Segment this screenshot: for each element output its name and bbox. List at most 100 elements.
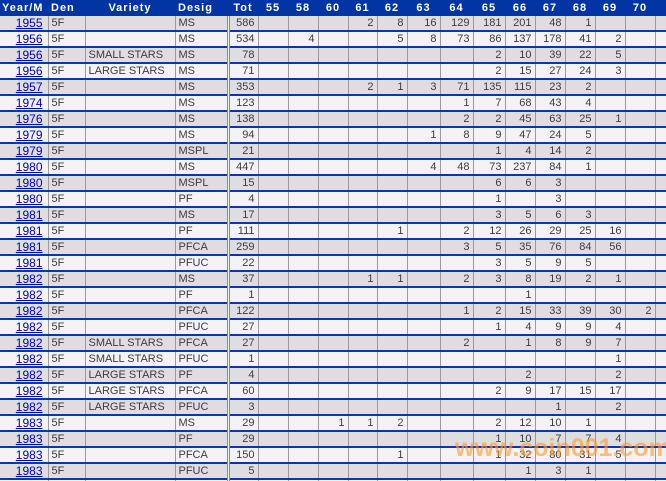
year-link[interactable]: 1979 bbox=[15, 144, 43, 158]
sliver-cell bbox=[655, 143, 666, 160]
grade-cell-55 bbox=[258, 159, 289, 176]
grade-cell-65: 2 bbox=[473, 303, 506, 320]
variety-cell: SMALL STARS bbox=[85, 351, 176, 368]
grade-cell-67: 9 bbox=[535, 255, 566, 272]
grade-cell-62 bbox=[377, 239, 408, 256]
year-link[interactable]: 1976 bbox=[15, 112, 43, 126]
year-link[interactable]: 1982 bbox=[15, 272, 43, 286]
grade-cell-62: 2 bbox=[377, 415, 408, 432]
year-link[interactable]: 1981 bbox=[15, 208, 43, 222]
year-link[interactable]: 1982 bbox=[15, 368, 43, 382]
grade-cell-67: 6 bbox=[535, 207, 566, 224]
den-cell: 5F bbox=[48, 223, 86, 240]
grade-cell-65: 181 bbox=[473, 16, 506, 32]
year-cell bbox=[0, 479, 49, 481]
grade-cell-65: 2 bbox=[473, 383, 506, 400]
grade-cell-67: 8 bbox=[535, 335, 566, 352]
year-link[interactable]: 1983 bbox=[15, 464, 43, 478]
grade-cell-65 bbox=[473, 479, 506, 481]
year-link[interactable]: 1981 bbox=[15, 256, 43, 270]
grade-cell-63: 1 bbox=[407, 127, 441, 144]
grade-cell-58 bbox=[288, 143, 319, 160]
grade-cell-64 bbox=[440, 399, 474, 416]
grade-cell-67: 29 bbox=[535, 223, 566, 240]
grade-cell-67: 76 bbox=[535, 239, 566, 256]
column-header-tot: Tot bbox=[228, 0, 258, 16]
tot-cell: 259 bbox=[226, 239, 259, 256]
grade-cell-63: 16 bbox=[407, 16, 441, 32]
year-link[interactable]: 1980 bbox=[15, 160, 43, 174]
column-header-year: Year/M bbox=[0, 0, 48, 16]
grade-cell-69: 1 bbox=[595, 351, 626, 368]
grade-cell-67: 43 bbox=[535, 95, 566, 112]
desig-cell: PFCA bbox=[175, 447, 229, 464]
variety-cell: LARGE STARS bbox=[85, 399, 176, 416]
sliver-cell bbox=[655, 31, 666, 48]
grade-cell-70 bbox=[625, 415, 656, 432]
year-link[interactable]: 1980 bbox=[15, 176, 43, 190]
desig-cell: MS bbox=[175, 415, 229, 432]
year-link[interactable]: 1955 bbox=[15, 16, 43, 30]
year-cell: 1956 bbox=[0, 63, 49, 80]
grade-cell-69: 4 bbox=[595, 319, 626, 336]
variety-cell bbox=[85, 31, 176, 48]
year-link[interactable]: 1982 bbox=[15, 400, 43, 414]
column-header-64: 64 bbox=[440, 0, 473, 16]
year-link[interactable]: 1956 bbox=[15, 48, 43, 62]
year-link[interactable]: 1974 bbox=[15, 96, 43, 110]
grade-cell-63: 3 bbox=[407, 79, 441, 96]
grade-cell-69 bbox=[595, 95, 626, 112]
grade-cell-62 bbox=[377, 111, 408, 128]
year-cell: 1956 bbox=[0, 31, 49, 48]
grade-cell-64: 71 bbox=[440, 79, 474, 96]
header-row: Year/M Den Variety Desig Tot 55 58 60 61 62 6… bbox=[0, 0, 666, 16]
year-link[interactable]: 1982 bbox=[15, 304, 43, 318]
year-link[interactable]: 1982 bbox=[15, 320, 43, 334]
grade-cell-64 bbox=[440, 447, 474, 464]
year-link[interactable]: 1957 bbox=[15, 80, 43, 94]
grade-cell-60 bbox=[318, 271, 349, 288]
grade-cell-60 bbox=[318, 239, 349, 256]
year-link[interactable]: 1979 bbox=[15, 128, 43, 142]
year-link[interactable]: 1982 bbox=[15, 384, 43, 398]
table-row: 1956 5F SMALL STARS MS 78 2 10 39 22 5 bbox=[0, 47, 666, 64]
den-cell: 5F bbox=[48, 127, 86, 144]
grade-cell-55 bbox=[258, 31, 289, 48]
den-cell: 5F bbox=[48, 415, 86, 432]
year-link[interactable]: 1956 bbox=[15, 64, 43, 78]
grade-cell-61 bbox=[348, 303, 378, 320]
grade-cell-62 bbox=[377, 463, 408, 480]
column-header-69: 69 bbox=[595, 0, 625, 16]
grade-cell-63 bbox=[407, 63, 441, 80]
year-link[interactable]: 1982 bbox=[15, 336, 43, 350]
grade-cell-62 bbox=[377, 175, 408, 192]
year-link[interactable]: 1956 bbox=[15, 32, 43, 46]
grade-cell-61 bbox=[348, 335, 378, 352]
grade-cell-65: 1 bbox=[473, 319, 506, 336]
year-cell: 1983 bbox=[0, 463, 49, 480]
variety-cell bbox=[85, 415, 176, 432]
grade-cell-61 bbox=[348, 399, 378, 416]
grade-cell-60 bbox=[318, 191, 349, 208]
variety-cell: LARGE STARS bbox=[85, 367, 176, 384]
den-cell: 5F bbox=[48, 95, 86, 112]
variety-cell bbox=[85, 111, 176, 128]
year-link[interactable]: 1980 bbox=[15, 192, 43, 206]
grade-cell-69: 56 bbox=[595, 239, 626, 256]
sliver-cell bbox=[655, 447, 666, 464]
year-link[interactable]: 1983 bbox=[15, 448, 43, 462]
year-link[interactable]: 1981 bbox=[15, 240, 43, 254]
year-link[interactable]: 1982 bbox=[15, 288, 43, 302]
grade-cell-58 bbox=[288, 319, 319, 336]
tot-cell bbox=[226, 479, 259, 481]
year-link[interactable]: 1983 bbox=[15, 416, 43, 430]
grade-cell-55 bbox=[258, 47, 289, 64]
year-link[interactable]: 1982 bbox=[15, 352, 43, 366]
year-link[interactable]: 1981 bbox=[15, 224, 43, 238]
year-link[interactable]: 1983 bbox=[15, 432, 43, 446]
grade-cell-68: 4 bbox=[565, 95, 596, 112]
grade-cell-66: 10 bbox=[505, 47, 536, 64]
sliver-cell bbox=[655, 287, 666, 304]
year-cell: 1982 bbox=[0, 351, 49, 368]
grade-cell-66: 12 bbox=[505, 415, 536, 432]
